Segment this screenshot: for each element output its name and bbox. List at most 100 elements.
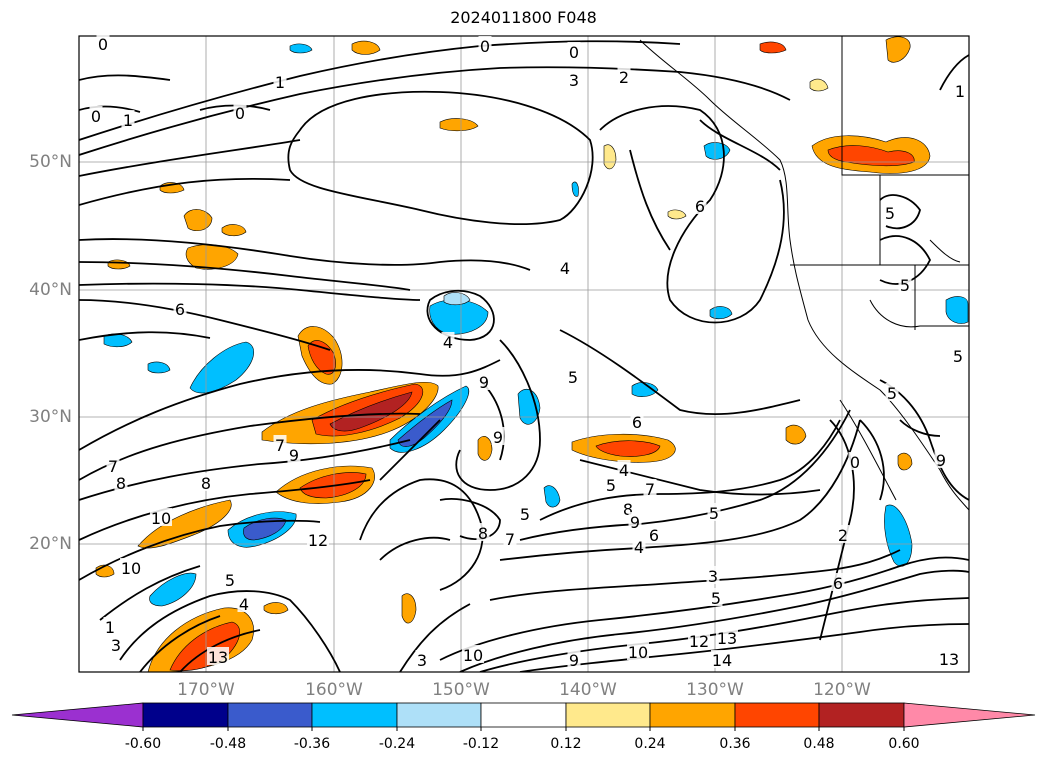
contour-label-background: [647, 525, 661, 543]
contour-label-background: [441, 332, 455, 350]
colorbar-tick-label: -0.12: [462, 736, 500, 752]
contour-label-background: [518, 504, 532, 522]
contour-label: 8: [201, 474, 211, 493]
contour-label-background: [120, 558, 142, 576]
contour-label: 4: [443, 333, 453, 352]
contour-label-background: [628, 512, 642, 530]
contour-label-background: [121, 110, 135, 128]
contour-label: 14: [712, 651, 732, 670]
colorbar-tick-label: 0.12: [550, 736, 582, 752]
contour-label-background: [199, 473, 213, 491]
lon-label-140w: 140°W: [559, 680, 617, 700]
contour-label-background: [885, 383, 899, 401]
contour-label-background: [173, 299, 187, 317]
contour-label-background: [476, 523, 490, 541]
colorbar-tick-label: 0.48: [803, 736, 835, 752]
contour-label-background: [150, 508, 172, 526]
contour-label-background: [848, 452, 862, 470]
contour-label-background: [627, 642, 649, 660]
contour-label: 4: [239, 595, 249, 614]
colorbar-tick-label: 0.60: [888, 736, 920, 752]
contour-label: 12: [689, 632, 709, 651]
contour-label-background: [951, 346, 965, 364]
contour-label-background: [477, 372, 491, 390]
contour-label-background: [883, 203, 897, 221]
contour-label: 9: [936, 451, 946, 470]
lat-label-50n: 50°N: [29, 152, 72, 172]
contour-label: 13: [208, 648, 228, 667]
contour-label: 2: [619, 68, 629, 87]
contour-label-background: [567, 42, 581, 60]
contour-lines: [79, 40, 969, 672]
contour-label: 0: [235, 104, 245, 123]
lon-label-150w: 150°W: [432, 680, 490, 700]
map-title: 2024011800 F048: [450, 8, 597, 27]
contour-label: 1: [275, 73, 285, 92]
colorbar-tick-label: -0.24: [378, 736, 416, 752]
contour-label: 5: [520, 505, 530, 524]
contour-label: 10: [628, 643, 648, 662]
contour-label-background: [566, 367, 580, 385]
contour-label-background: [711, 650, 733, 668]
contour-label: 13: [939, 650, 959, 669]
contour-label-background: [953, 81, 967, 99]
contour-label: 1: [105, 618, 115, 637]
contour-label: 6: [175, 300, 185, 319]
colorbar-tick-label: -0.60: [124, 736, 162, 752]
contour-label-background: [643, 479, 657, 497]
colorbar-tick-label: -0.36: [293, 736, 331, 752]
contour-label: 9: [479, 373, 489, 392]
contour-label: 13: [717, 629, 737, 648]
contour-label-background: [106, 456, 120, 474]
contour-label: 1: [123, 111, 133, 130]
colorbar-tick-label: 0.24: [634, 736, 666, 752]
contour-label: 0: [98, 35, 108, 54]
contour-label-background: [287, 445, 301, 463]
contour-label: 0: [850, 453, 860, 472]
contour-label-background: [688, 631, 710, 649]
contour-label: 4: [619, 461, 629, 480]
contour-label: 8: [623, 500, 633, 519]
contour-label-background: [114, 473, 128, 491]
contour-label-background: [462, 645, 484, 663]
contour-label-background: [632, 537, 646, 555]
contour-label: 4: [634, 538, 644, 557]
contour-label-background: [558, 258, 572, 276]
contour-label: 5: [568, 368, 578, 387]
contour-label: 9: [630, 513, 640, 532]
contour-label: 12: [308, 531, 328, 550]
coastline: [639, 36, 969, 511]
contour-label: 5: [953, 347, 963, 366]
contour-label-background: [273, 435, 287, 453]
contour-label-background: [567, 70, 581, 88]
colorbar-tick-label: -0.48: [209, 736, 247, 752]
contour-label-background: [898, 275, 912, 293]
contour-label: 0: [91, 107, 101, 126]
contour-label-background: [89, 106, 103, 124]
contour-label-background: [617, 67, 631, 85]
contour-label: 9: [493, 428, 503, 447]
lon-label-160w: 160°W: [305, 680, 363, 700]
contour-label: 6: [833, 574, 843, 593]
contour-label: 5: [709, 504, 719, 523]
contour-label-background: [96, 34, 110, 52]
contour-label: 5: [225, 571, 235, 590]
contour-label: 0: [480, 37, 490, 56]
contour-label: 5: [885, 204, 895, 223]
contour-label: 6: [649, 526, 659, 545]
contour-label-background: [706, 566, 720, 584]
contour-label-background: [831, 573, 845, 591]
contour-label: 9: [289, 446, 299, 465]
lon-label-130w: 130°W: [686, 680, 744, 700]
contour-label-background: [630, 412, 644, 430]
contour-label-background: [938, 649, 960, 667]
contour-label: 6: [632, 413, 642, 432]
contour-label: 10: [121, 559, 141, 578]
contour-label-background: [307, 530, 329, 548]
contour-label: 5: [887, 384, 897, 403]
colorbar-tick-label: 0.36: [719, 736, 751, 752]
contour-label: 10: [151, 509, 171, 528]
contour-label-background: [491, 427, 505, 445]
